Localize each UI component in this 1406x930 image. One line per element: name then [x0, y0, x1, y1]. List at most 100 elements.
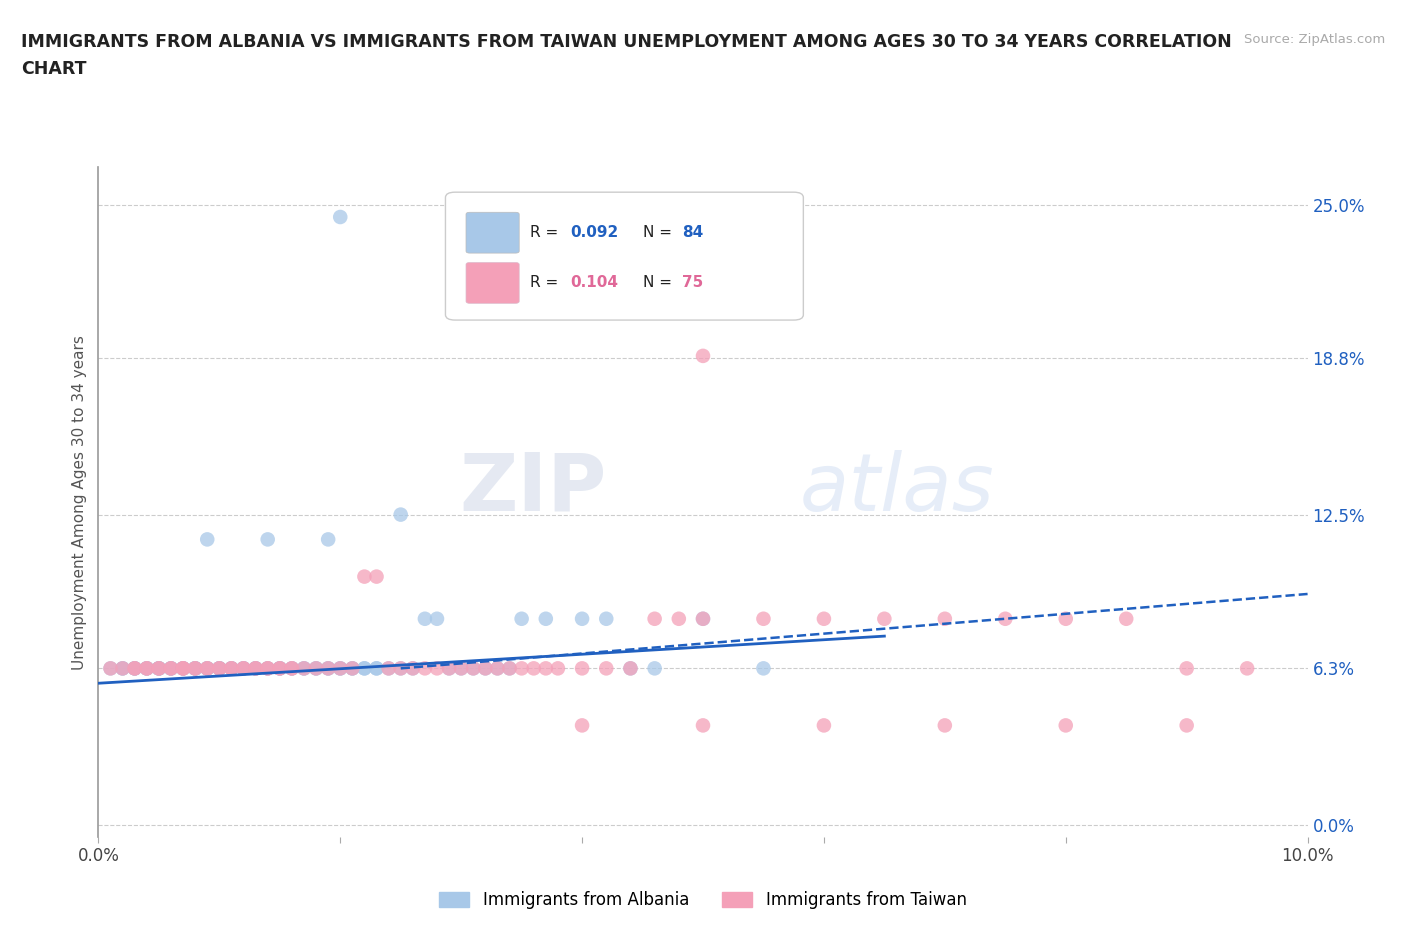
Point [245, 661, 267, 676]
Point [221, 661, 243, 676]
Text: 75: 75 [682, 275, 703, 290]
Point [342, 661, 364, 676]
Point [413, 611, 436, 626]
Point [184, 661, 207, 676]
Point [1175, 718, 1198, 733]
Point [316, 532, 339, 547]
Point [245, 661, 267, 676]
Point [329, 209, 352, 224]
Point [135, 661, 157, 676]
Point [195, 661, 218, 676]
Point [342, 661, 364, 676]
Point [523, 661, 546, 676]
Point [377, 661, 399, 676]
Point [160, 661, 183, 676]
Point [813, 718, 835, 733]
Point [450, 661, 472, 676]
Text: Source: ZipAtlas.com: Source: ZipAtlas.com [1244, 33, 1385, 46]
Point [184, 661, 207, 676]
Point [292, 661, 315, 676]
Point [534, 661, 557, 676]
Point [195, 661, 218, 676]
Point [269, 661, 291, 676]
Point [172, 661, 194, 676]
Point [100, 661, 122, 676]
Point [426, 661, 449, 676]
Point [498, 661, 520, 676]
Point [195, 532, 218, 547]
Point [124, 661, 146, 676]
Point [124, 661, 146, 676]
Point [692, 611, 714, 626]
Point [208, 661, 231, 676]
Point [571, 661, 593, 676]
Point [595, 661, 617, 676]
Point [534, 611, 557, 626]
Text: 0.092: 0.092 [569, 225, 619, 240]
Point [111, 661, 134, 676]
Point [195, 661, 218, 676]
Point [232, 661, 254, 676]
Point [281, 661, 304, 676]
Point [1175, 661, 1198, 676]
Point [644, 661, 666, 676]
Point [934, 611, 956, 626]
Point [256, 532, 278, 547]
Point [135, 661, 157, 676]
Point [644, 611, 666, 626]
Point [208, 661, 231, 676]
Point [547, 661, 569, 676]
Point [160, 661, 183, 676]
FancyBboxPatch shape [446, 193, 803, 320]
Point [329, 661, 352, 676]
Point [184, 661, 207, 676]
Point [221, 661, 243, 676]
Point [353, 661, 375, 676]
Point [402, 661, 425, 676]
Point [256, 661, 278, 676]
Point [135, 661, 157, 676]
Point [281, 661, 304, 676]
Point [342, 661, 364, 676]
Point [232, 661, 254, 676]
Point [595, 611, 617, 626]
Point [184, 661, 207, 676]
Point [124, 661, 146, 676]
Point [1236, 661, 1258, 676]
Point [389, 661, 412, 676]
Text: 0.104: 0.104 [569, 275, 619, 290]
Text: atlas: atlas [800, 450, 994, 528]
Point [160, 661, 183, 676]
Point [245, 661, 267, 676]
Text: 84: 84 [682, 225, 703, 240]
Point [619, 661, 641, 676]
Point [208, 661, 231, 676]
Point [221, 661, 243, 676]
Point [329, 661, 352, 676]
Point [148, 661, 170, 676]
Point [389, 507, 412, 522]
Point [498, 661, 520, 676]
Point [486, 661, 509, 676]
Point [124, 661, 146, 676]
Point [148, 661, 170, 676]
Point [160, 661, 183, 676]
Point [873, 611, 896, 626]
Point [1054, 611, 1077, 626]
Point [148, 661, 170, 676]
Point [813, 611, 835, 626]
Point [124, 661, 146, 676]
Point [269, 661, 291, 676]
Y-axis label: Unemployment Among Ages 30 to 34 years: Unemployment Among Ages 30 to 34 years [72, 335, 87, 670]
Point [668, 611, 690, 626]
Point [281, 661, 304, 676]
Point [208, 661, 231, 676]
Point [692, 718, 714, 733]
Point [172, 661, 194, 676]
Point [366, 569, 388, 584]
Point [195, 661, 218, 676]
Point [389, 661, 412, 676]
Point [366, 661, 388, 676]
Text: ZIP: ZIP [458, 450, 606, 528]
Point [474, 661, 496, 676]
